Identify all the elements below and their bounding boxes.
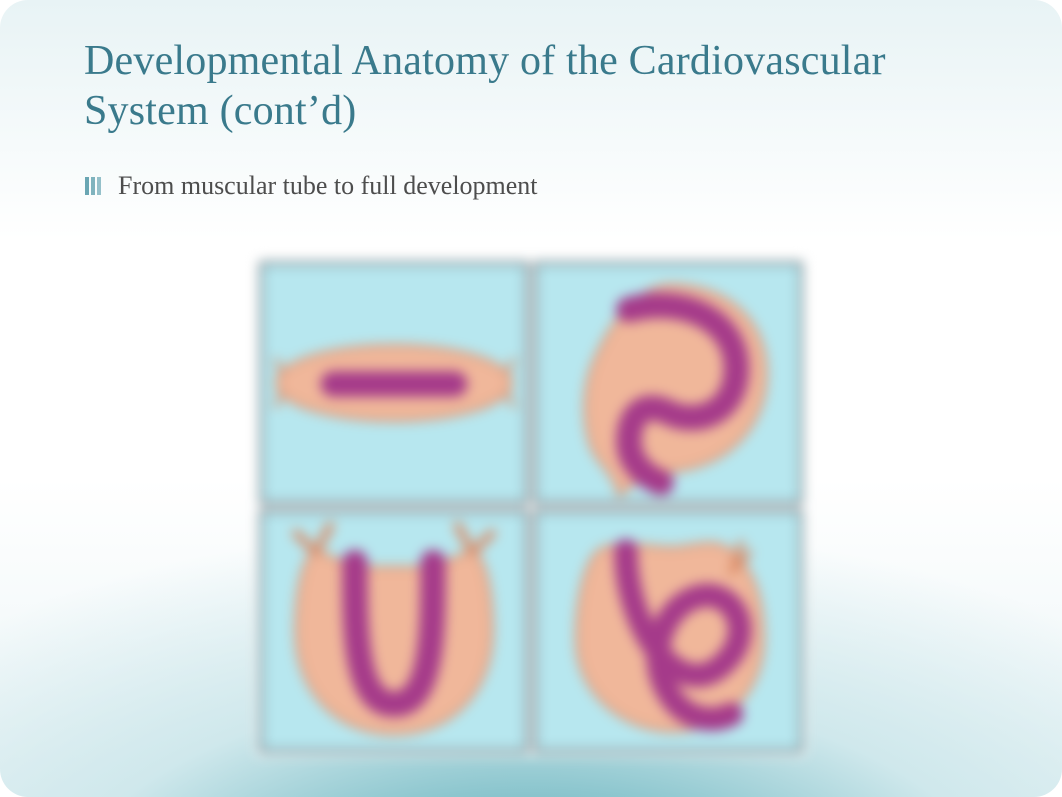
bullet-icon (84, 175, 102, 197)
panel-stage-1 (260, 262, 528, 504)
panel-stage-4 (534, 510, 802, 752)
panel-stage-2 (534, 262, 802, 504)
figure-grid (256, 258, 806, 756)
bullet-text: From muscular tube to full development (118, 171, 538, 201)
panel-stage-3 (260, 510, 528, 752)
slide-title: Developmental Anatomy of the Cardiovascu… (84, 36, 992, 137)
bullet-item: From muscular tube to full development (84, 171, 992, 201)
slide: Developmental Anatomy of the Cardiovascu… (0, 0, 1062, 797)
heart-development-figure (256, 258, 806, 756)
